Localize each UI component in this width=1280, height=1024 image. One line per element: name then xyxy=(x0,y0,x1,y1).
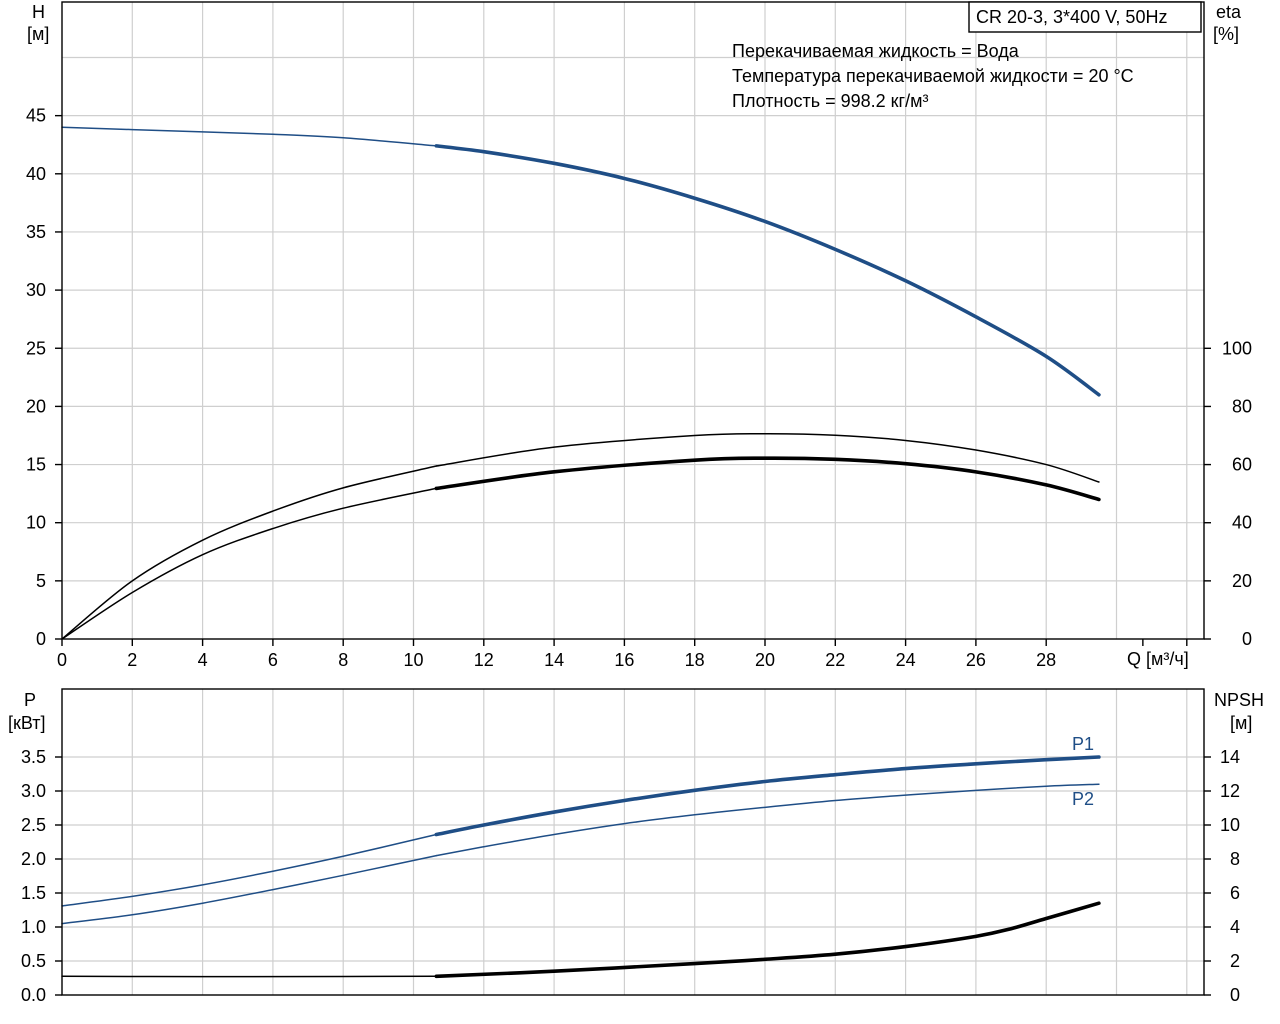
bottom-chart-frame xyxy=(61,688,1205,996)
bottom-left-y-tick-label: 2.0 xyxy=(21,849,46,869)
x-tick-label: 22 xyxy=(825,650,845,670)
bottom-right-axis-title-line1: NPSH xyxy=(1214,690,1264,710)
top-left-y-tick-label: 30 xyxy=(26,280,46,300)
x-tick-label: 24 xyxy=(896,650,916,670)
top-left-y-tick-label: 45 xyxy=(26,106,46,126)
x-tick-label: 14 xyxy=(544,650,564,670)
x-tick-label: 4 xyxy=(198,650,208,670)
info-line-density: Плотность = 998.2 кг/м³ xyxy=(732,91,928,111)
top-left-y-tick-label: 40 xyxy=(26,164,46,184)
bottom-left-y-tick-label: 0.5 xyxy=(21,951,46,971)
top-series-5 xyxy=(434,456,1101,502)
top-chart-curves xyxy=(61,126,1101,640)
top-left-axis-title-line1: H xyxy=(32,2,45,22)
top-series-1 xyxy=(434,144,1101,397)
bottom-series-3 xyxy=(435,783,1100,857)
bottom-right-y-tick-label: 4 xyxy=(1230,917,1240,937)
info-line-temperature: Температура перекачиваемой жидкости = 20… xyxy=(732,66,1134,86)
bottom-left-axis-title-line2: [кВт] xyxy=(8,713,46,733)
top-right-y-tick-label: 100 xyxy=(1222,338,1252,358)
top-left-y-tick-label: 15 xyxy=(26,455,46,475)
x-axis-title: Q [м³/ч] xyxy=(1127,649,1189,669)
top-series-4 xyxy=(61,487,438,640)
top-left-axis-title-line2: [м] xyxy=(27,24,49,44)
bottom-left-y-tick-label: 3.0 xyxy=(21,781,46,801)
bottom-series-0 xyxy=(61,833,438,907)
top-right-axis-title-line2: [%] xyxy=(1213,24,1239,44)
top-right-y-tick-label: 0 xyxy=(1242,629,1252,649)
bottom-left-y-tick-label: 0.0 xyxy=(21,985,46,1005)
bottom-right-y-tick-label: 2 xyxy=(1230,951,1240,971)
top-series-3 xyxy=(435,432,1100,483)
top-right-y-tick-label: 20 xyxy=(1232,571,1252,591)
series-label-p2: P2 xyxy=(1072,789,1094,809)
top-right-y-tick-label: 60 xyxy=(1232,455,1252,475)
bottom-right-y-tick-label: 14 xyxy=(1220,747,1240,767)
top-chart-grid xyxy=(62,2,1204,639)
top-right-y-tick-label: 80 xyxy=(1232,396,1252,416)
x-tick-label: 0 xyxy=(57,650,67,670)
top-right-y-tick-label: 40 xyxy=(1232,513,1252,533)
top-left-y-tick-label: 0 xyxy=(36,629,46,649)
bottom-chart-grid xyxy=(62,689,1204,995)
x-tick-label: 26 xyxy=(966,650,986,670)
x-tick-label: 10 xyxy=(403,650,423,670)
bottom-series-2 xyxy=(61,854,438,925)
x-tick-label: 2 xyxy=(127,650,137,670)
x-tick-label: 6 xyxy=(268,650,278,670)
x-tick-label: 18 xyxy=(685,650,705,670)
bottom-left-y-tick-label: 3.5 xyxy=(21,747,46,767)
top-left-y-tick-label: 25 xyxy=(26,338,46,358)
x-tick-label: 28 xyxy=(1036,650,1056,670)
top-series-0 xyxy=(61,126,438,147)
top-left-y-tick-label: 10 xyxy=(26,513,46,533)
top-chart-frame xyxy=(61,1,1205,640)
series-label-p1: P1 xyxy=(1072,734,1094,754)
bottom-left-y-tick-label: 1.5 xyxy=(21,883,46,903)
model-label: CR 20-3, 3*400 V, 50Hz xyxy=(976,7,1167,27)
x-tick-label: 16 xyxy=(614,650,634,670)
axis-ticks: 0 2 4 6 8 10 12 14 16 18 20 22 24 26 28051015202530354… xyxy=(21,106,1252,1005)
bottom-left-y-tick-label: 2.5 xyxy=(21,815,46,835)
bottom-right-y-tick-label: 12 xyxy=(1220,781,1240,801)
x-tick-label: 8 xyxy=(338,650,348,670)
x-tick-label: 20 xyxy=(755,650,775,670)
bottom-series-1 xyxy=(434,755,1101,837)
bottom-series-5 xyxy=(434,901,1101,979)
top-left-y-tick-label: 20 xyxy=(26,396,46,416)
bottom-left-y-tick-label: 1.0 xyxy=(21,917,46,937)
info-line-fluid: Перекачиваемая жидкость = Вода xyxy=(732,41,1020,61)
model-label-box xyxy=(968,1,1202,33)
bottom-right-y-tick-label: 8 xyxy=(1230,849,1240,869)
bottom-left-axis-title-line1: P xyxy=(24,690,36,710)
top-left-y-tick-label: 5 xyxy=(36,571,46,591)
bottom-chart-curves xyxy=(61,755,1101,979)
top-series-2 xyxy=(61,465,438,640)
bottom-right-y-tick-label: 10 xyxy=(1220,815,1240,835)
bottom-right-y-tick-label: 0 xyxy=(1230,985,1240,1005)
top-left-y-tick-label: 35 xyxy=(26,222,46,242)
x-tick-label: 12 xyxy=(474,650,494,670)
bottom-right-axis-title-line2: [м] xyxy=(1230,713,1252,733)
bottom-right-y-tick-label: 6 xyxy=(1230,883,1240,903)
top-right-axis-title-line1: eta xyxy=(1216,2,1242,22)
